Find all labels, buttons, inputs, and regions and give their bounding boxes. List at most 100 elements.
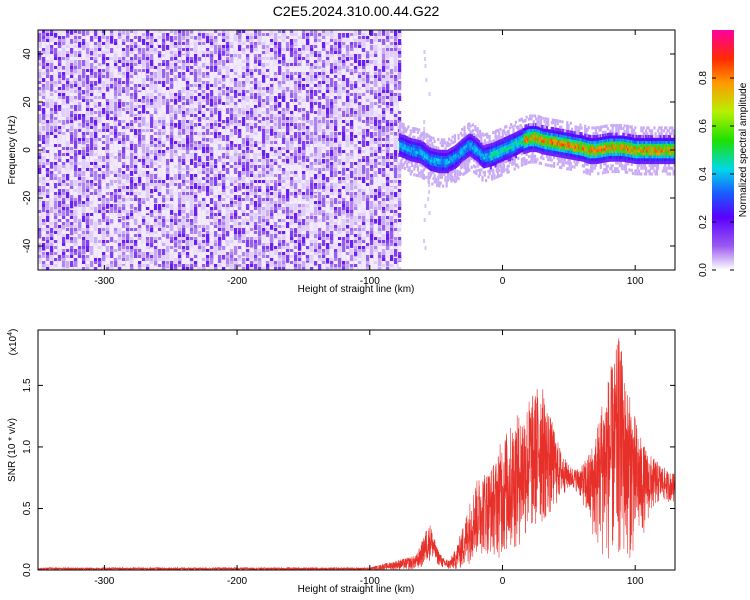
noise-cell [278, 78, 282, 83]
noise-cell [170, 201, 174, 206]
noise-cell [218, 159, 222, 165]
noise-cell [154, 258, 158, 262]
noise-cell [46, 63, 50, 68]
noise-cell [338, 267, 342, 270]
noise-cell [254, 171, 258, 177]
noise-cell [242, 96, 246, 101]
noise-cell [290, 102, 294, 110]
noise-cell [294, 195, 298, 201]
noise-cell [38, 255, 42, 261]
noise-cell [330, 141, 334, 147]
noise-cell [290, 69, 294, 75]
noise-cell [210, 162, 214, 168]
noise-cell [242, 84, 246, 88]
noise-cell [326, 135, 330, 139]
noise-cell [282, 96, 286, 103]
noise-cell [90, 210, 94, 216]
noise-cell [178, 225, 182, 231]
noise-cell [194, 105, 198, 111]
noise-cell [38, 57, 42, 62]
noise-cell [198, 132, 202, 136]
noise-cell [154, 75, 158, 79]
noise-cell [178, 123, 182, 131]
noise-cell [246, 126, 250, 133]
noise-cell [278, 90, 282, 96]
noise-cell [322, 171, 326, 177]
noise-cell [314, 207, 318, 213]
noise-cell [158, 267, 162, 270]
noise-cell [322, 186, 326, 191]
noise-cell [82, 261, 86, 266]
noise-cell [330, 255, 334, 260]
noise-cell [258, 150, 262, 154]
noise-cell [326, 171, 330, 175]
noise-cell [162, 204, 166, 208]
noise-cell [206, 138, 210, 142]
noise-cell [50, 36, 54, 41]
noise-cell [114, 117, 118, 121]
noise-cell [50, 252, 54, 257]
noise-cell [254, 99, 258, 105]
noise-cell [150, 228, 154, 233]
noise-cell [70, 180, 74, 184]
noise-cell [266, 57, 270, 62]
noise-cell [58, 195, 62, 199]
noise-cell [190, 75, 194, 81]
noise-cell [270, 72, 274, 77]
noise-cell [122, 240, 126, 245]
noise-cell [286, 222, 290, 230]
noise-cell [82, 135, 86, 139]
noise-cell [270, 96, 274, 101]
noise-cell [306, 48, 310, 53]
noise-cell [218, 210, 222, 214]
noise-cell [310, 237, 314, 241]
noise-cell [242, 36, 246, 41]
noise-cell [146, 30, 150, 36]
noise-cell [154, 120, 158, 124]
noise-cell [102, 45, 106, 51]
noise-cell [242, 87, 246, 93]
noise-cell [50, 105, 54, 109]
noise-cell [342, 141, 346, 148]
noise-cell [278, 99, 282, 105]
noise-cell [306, 186, 310, 192]
noise-cell [174, 147, 178, 151]
noise-cell [250, 72, 254, 77]
noise-cell [78, 183, 82, 187]
noise-cell [226, 159, 230, 164]
noise-cell [126, 222, 130, 228]
noise-cell [266, 30, 270, 35]
noise-cell [234, 144, 238, 149]
noise-cell [190, 195, 194, 201]
noise-cell [134, 51, 138, 56]
noise-cell [110, 237, 114, 242]
noise-cell [218, 243, 222, 248]
noise-cell [86, 219, 90, 226]
noise-cell [262, 102, 266, 108]
noise-cell [242, 201, 246, 206]
noise-cell [274, 234, 278, 239]
noise-cell [246, 225, 250, 230]
noise-cell [190, 30, 194, 34]
noise-cell [134, 177, 138, 182]
noise-cell [158, 48, 162, 52]
noise-cell [322, 177, 326, 181]
noise-cell [198, 45, 202, 51]
noise-cell [214, 126, 218, 132]
noise-cell [98, 111, 102, 119]
noise-cell [38, 159, 42, 163]
noise-cell [86, 90, 90, 94]
noise-cell [58, 39, 62, 43]
noise-cell [202, 246, 206, 252]
noise-cell [146, 102, 150, 106]
noise-cell [230, 99, 234, 103]
noise-cell [346, 78, 350, 83]
noise-cell [242, 48, 246, 54]
noise-cell [298, 90, 302, 94]
noise-cell [254, 201, 258, 209]
noise-cell [194, 213, 198, 218]
noise-cell [226, 162, 230, 168]
noise-cell [254, 66, 258, 71]
noise-cell [146, 174, 150, 180]
noise-cell [258, 126, 262, 132]
